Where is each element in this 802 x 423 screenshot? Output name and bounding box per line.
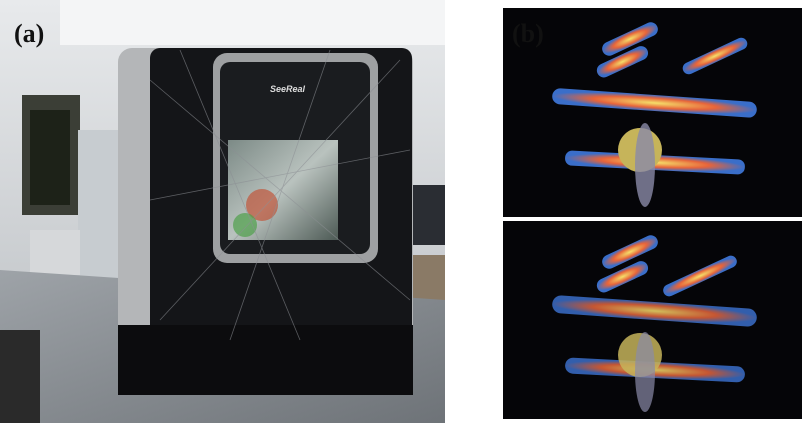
device-brand: SeeReal xyxy=(270,84,306,94)
panel-label: (a) xyxy=(14,19,44,48)
photo-b: (b) xyxy=(503,8,802,419)
photo-a: SeeReal (a) xyxy=(0,0,445,423)
panel-label: (b) xyxy=(512,19,544,48)
figure: SeeReal (a) (b) xyxy=(0,0,802,423)
